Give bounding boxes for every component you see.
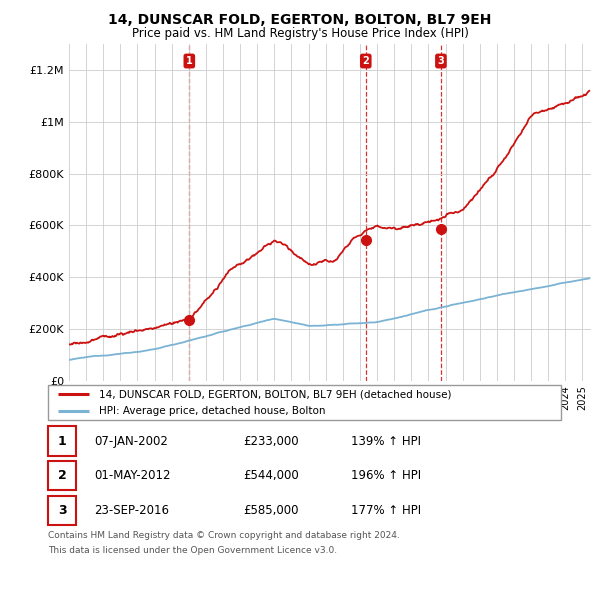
Text: 14, DUNSCAR FOLD, EGERTON, BOLTON, BL7 9EH (detached house): 14, DUNSCAR FOLD, EGERTON, BOLTON, BL7 9…	[100, 389, 452, 399]
Text: 14, DUNSCAR FOLD, EGERTON, BOLTON, BL7 9EH: 14, DUNSCAR FOLD, EGERTON, BOLTON, BL7 9…	[109, 13, 491, 27]
Text: 23-SEP-2016: 23-SEP-2016	[94, 504, 169, 517]
Text: £585,000: £585,000	[243, 504, 298, 517]
Text: 07-JAN-2002: 07-JAN-2002	[94, 434, 168, 448]
Text: This data is licensed under the Open Government Licence v3.0.: This data is licensed under the Open Gov…	[48, 546, 337, 555]
FancyBboxPatch shape	[48, 461, 76, 490]
FancyBboxPatch shape	[48, 496, 76, 525]
Text: 3: 3	[437, 56, 444, 66]
Text: £233,000: £233,000	[243, 434, 299, 448]
Text: 139% ↑ HPI: 139% ↑ HPI	[350, 434, 421, 448]
FancyBboxPatch shape	[48, 427, 76, 455]
Text: 01-MAY-2012: 01-MAY-2012	[94, 469, 170, 483]
Text: 196% ↑ HPI: 196% ↑ HPI	[350, 469, 421, 483]
Text: 3: 3	[58, 504, 67, 517]
Text: 1: 1	[186, 56, 193, 66]
Text: 177% ↑ HPI: 177% ↑ HPI	[350, 504, 421, 517]
Text: Contains HM Land Registry data © Crown copyright and database right 2024.: Contains HM Land Registry data © Crown c…	[48, 531, 400, 540]
Text: 2: 2	[58, 469, 67, 483]
Text: Price paid vs. HM Land Registry's House Price Index (HPI): Price paid vs. HM Land Registry's House …	[131, 27, 469, 40]
Text: £544,000: £544,000	[243, 469, 299, 483]
Text: 2: 2	[362, 56, 369, 66]
Text: 1: 1	[58, 434, 67, 448]
Text: HPI: Average price, detached house, Bolton: HPI: Average price, detached house, Bolt…	[100, 405, 326, 415]
